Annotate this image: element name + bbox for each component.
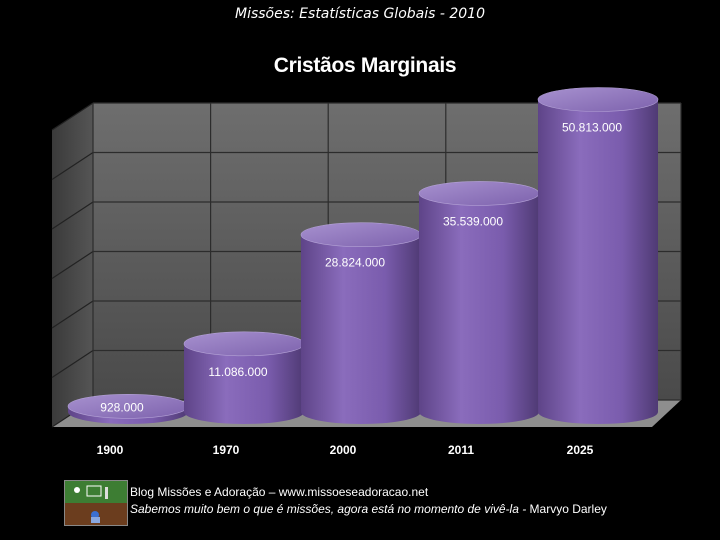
chart-data-labels: 928.000 11.086.000 28.824.000 35.539.000 50.… <box>100 121 622 415</box>
data-label-2025: 50.813.000 <box>562 121 622 135</box>
data-label-1900: 928.000 <box>100 400 144 414</box>
bar-2025 <box>537 87 659 424</box>
gridline-side <box>51 349 94 379</box>
blog-logo-icon <box>64 480 128 526</box>
gridline-side <box>51 102 94 131</box>
x-tick-1970: 1970 <box>213 443 240 457</box>
chart-bars <box>67 87 659 424</box>
x-tick-2000: 2000 <box>330 443 357 457</box>
data-label-1970: 11.086.000 <box>208 365 267 379</box>
chart-title: Cristãos Marginais <box>273 54 457 77</box>
data-label-2000: 28.824.000 <box>325 256 385 270</box>
x-tick-1900: 1900 <box>97 443 124 457</box>
gridline-side <box>51 250 94 280</box>
footer-credits: Blog Missões e Adoração – www.missoesead… <box>130 484 607 518</box>
gridline-side <box>51 151 94 181</box>
bar-1900 <box>67 393 189 424</box>
bar-2000 <box>300 222 422 424</box>
x-tick-2025: 2025 <box>567 443 594 457</box>
footer-quote-line: Sabemos muito bem o que é missões, agora… <box>130 501 607 518</box>
gridline-side <box>51 300 94 329</box>
footer-author: Marvyo Darley <box>529 502 607 516</box>
bar-2011 <box>418 181 540 424</box>
x-tick-2011: 2011 <box>448 443 474 457</box>
chart-x-tick-labels: 1900 1970 2000 2011 2025 <box>97 443 594 457</box>
data-label-2011: 35.539.000 <box>443 214 503 228</box>
gridline-side <box>51 201 94 230</box>
footer-blog-line: Blog Missões e Adoração – www.missoesead… <box>130 485 429 499</box>
footer-quote: Sabemos muito bem o que é missões, agora… <box>130 502 527 516</box>
bar-1970 <box>183 331 305 424</box>
presentation-header: Missões: Estatísticas Globais - 2010 <box>234 6 485 22</box>
